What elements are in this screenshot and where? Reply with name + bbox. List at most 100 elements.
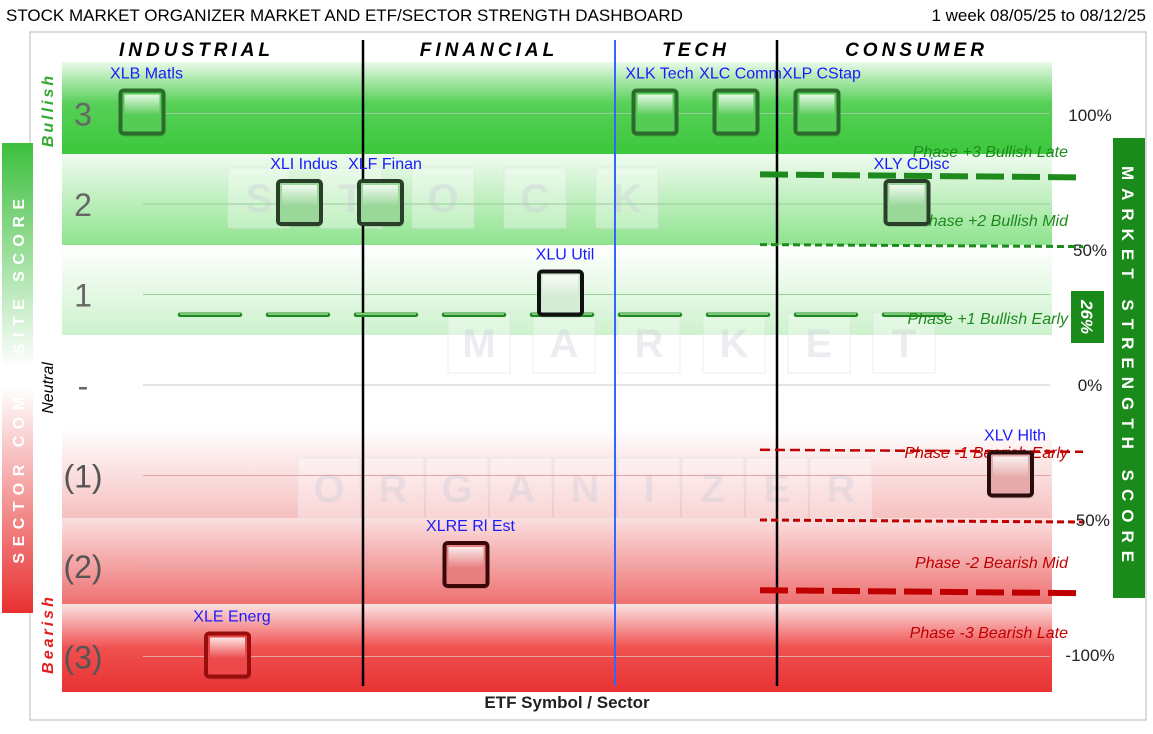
watermark: S T O C KM A R K E TO R G A N I Z E R — [227, 167, 936, 519]
zone-label-bearish: Bearish — [40, 594, 57, 674]
etf-point-sheen — [210, 637, 245, 658]
left-tick-label: 1 — [74, 278, 92, 314]
current-strength-label: 26% — [1077, 299, 1096, 334]
right-tick-label: 50% — [1073, 241, 1107, 260]
left-tick-label: 2 — [74, 187, 92, 223]
zone-label-neutral: Neutral — [40, 362, 57, 414]
etf-point-sheen — [718, 94, 754, 115]
right-tick-label: 0% — [1078, 376, 1103, 395]
sector-header: FINANCIAL — [420, 40, 558, 61]
phase-label: Phase +2 Bullish Mid — [918, 213, 1069, 230]
left-tick-label: 3 — [74, 97, 92, 133]
watermark-tile — [447, 312, 511, 374]
zone-label-bullish: Bullish — [40, 73, 57, 147]
watermark-tile — [489, 457, 553, 519]
etf-point: XLY CDisc — [874, 156, 950, 227]
etf-point: XLP CStap — [782, 66, 861, 137]
watermark-letter: A — [507, 467, 536, 511]
etf-point: XLRE Rl Est — [426, 518, 516, 589]
etf-point: XLK Tech — [625, 66, 694, 137]
phase-line — [759, 587, 1084, 597]
band-bearish-1 — [62, 428, 1052, 518]
left-axis-title: SECTOR COMPOSITE SCORE — [11, 192, 28, 563]
watermark-tile — [595, 167, 659, 229]
watermark-letter: K — [613, 177, 642, 221]
phase-line — [759, 171, 1084, 181]
etf-point-label: XLY CDisc — [874, 156, 950, 173]
etf-point-label: XLP CStap — [782, 66, 861, 83]
phase-line — [759, 243, 1084, 249]
phase-label: Phase -1 Bearish Early — [904, 445, 1069, 462]
left-tick-label: (3) — [63, 640, 102, 676]
watermark-tile — [702, 312, 766, 374]
phase-line — [759, 518, 1084, 524]
etf-point-label: XLK Tech — [625, 66, 693, 83]
watermark-letter: R — [635, 322, 664, 366]
sector-header: TECH — [662, 40, 730, 61]
sector-header: INDUSTRIAL — [119, 40, 274, 61]
phase-label: Phase -3 Bearish Late — [910, 625, 1068, 642]
watermark-letter: I — [643, 467, 654, 511]
etf-point-label: XLF Finan — [348, 156, 422, 173]
etf-point: XLI Indus — [270, 156, 338, 227]
watermark-letter: S — [246, 177, 273, 221]
etf-point: XLU Util — [536, 247, 595, 318]
watermark-tile — [787, 312, 851, 374]
watermark-letter: T — [892, 322, 916, 366]
watermark-tile — [681, 457, 745, 519]
sector-header: CONSUMER — [845, 40, 988, 61]
right-strength-bar — [1113, 138, 1145, 598]
watermark-tile — [553, 457, 617, 519]
watermark-letter: C — [521, 177, 550, 221]
band-bullish-3 — [62, 62, 1052, 154]
watermark-tile — [617, 457, 681, 519]
phase-label: Phase -2 Bearish Mid — [915, 555, 1069, 572]
etf-point-sheen — [889, 185, 925, 205]
left-tick-labels: 3 2 1 - (1) (2) (3) — [63, 97, 102, 676]
right-tick-labels: 100% 50% 0% -50% -100% — [1065, 106, 1114, 665]
etf-point: XLE Energ — [193, 609, 271, 680]
watermark-letter: N — [571, 467, 600, 511]
left-tick-label: (2) — [63, 549, 102, 585]
etf-point-label: XLE Energ — [193, 609, 270, 626]
watermark-letter: G — [441, 467, 472, 511]
watermark-tile — [361, 457, 425, 519]
right-tick-label: 100% — [1068, 106, 1111, 125]
etf-point: XLB Matls — [110, 66, 183, 137]
etf-point-sheen — [637, 94, 673, 115]
x-axis-label: ETF Symbol / Sector — [484, 693, 650, 712]
dashboard-title: STOCK MARKET ORGANIZER MARKET AND ETF/SE… — [6, 6, 683, 25]
phase-label: Phase +1 Bullish Early — [907, 311, 1069, 328]
etf-point-sheen — [543, 275, 578, 296]
watermark-tile — [617, 312, 681, 374]
watermark-letter: K — [720, 322, 749, 366]
etf-points: XLB Matls XLE Energ XLI Indus XLF Finan XLRE… — [110, 66, 1046, 680]
etf-point-sheen — [124, 94, 160, 115]
watermark-letter: O — [427, 177, 458, 221]
etf-point: XLC Comm — [699, 66, 782, 137]
date-range: 1 week 08/05/25 to 08/12/25 — [931, 6, 1146, 25]
etf-point-sheen — [363, 185, 398, 205]
left-tick-label: (1) — [63, 459, 102, 495]
band-bearish-2 — [62, 518, 1052, 604]
watermark-letter: E — [806, 322, 833, 366]
watermark-letter: Z — [701, 467, 725, 511]
right-tick-label: -100% — [1065, 646, 1114, 665]
watermark-tile — [809, 457, 873, 519]
watermark-letter: R — [827, 467, 856, 511]
watermark-letter: M — [462, 322, 495, 366]
current-strength-badge — [1071, 291, 1104, 343]
right-tick-label: -50% — [1070, 511, 1110, 530]
etf-point-label: XLRE Rl Est — [426, 518, 515, 535]
etf-point-label: XLV Hlth — [984, 428, 1046, 445]
watermark-tile — [503, 167, 567, 229]
left-score-bar — [2, 143, 33, 613]
etf-point-label: XLC Comm — [699, 66, 782, 83]
watermark-tile — [411, 167, 475, 229]
etf-point-label: XLU Util — [536, 247, 595, 264]
right-axis-title: MARKET STRENGTH SCORE — [1118, 166, 1137, 570]
